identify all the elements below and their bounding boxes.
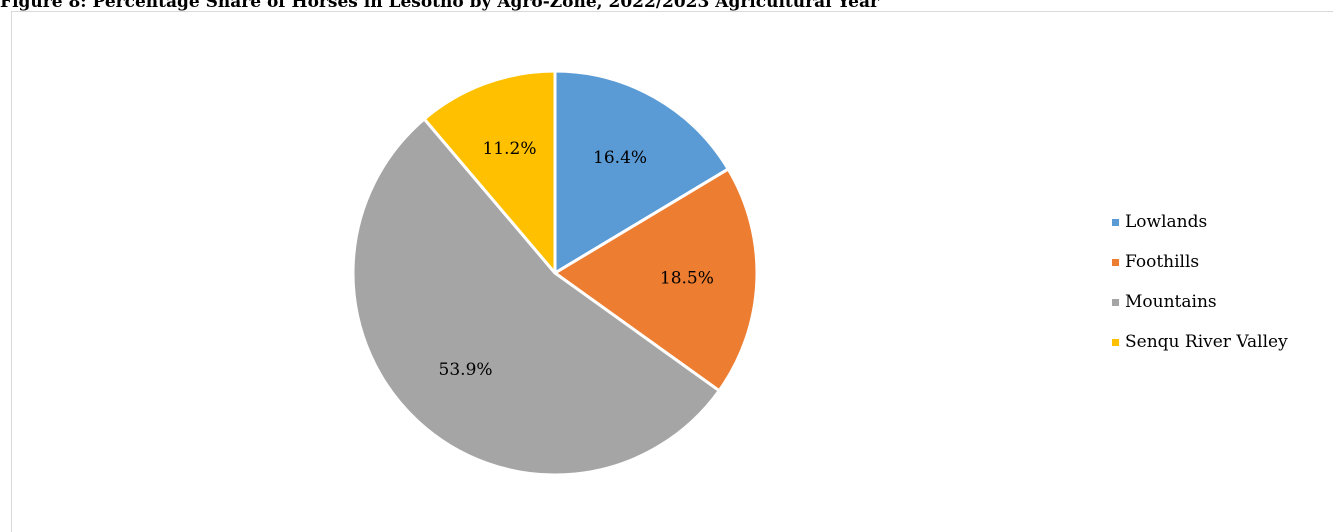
data-label-foothills: 18.5% [660,268,714,288]
legend-label-lowlands: Lowlands [1125,212,1208,232]
figure-title: Figure 8: Percentage Share of Horses in … [0,0,879,12]
legend-item-lowlands: Lowlands [1112,202,1288,242]
data-label-mountains: 53.9% [439,360,493,380]
legend-label-senqu-river-valley: Senqu River Valley [1125,332,1288,352]
legend-label-mountains: Mountains [1125,292,1217,312]
data-label-lowlands: 16.4% [593,148,647,168]
legend-swatch-foothills [1112,258,1119,266]
legend-item-mountains: Mountains [1112,282,1288,322]
legend-swatch-senqu-river-valley [1112,338,1119,346]
chart-frame [11,11,1333,532]
pie-slice-foothills [553,167,759,393]
legend: Lowlands Foothills Mountains Senqu River Va… [1112,202,1288,362]
legend-swatch-mountains [1112,298,1119,306]
legend-item-foothills: Foothills [1112,242,1288,282]
pie-slice-mountains [351,117,721,477]
legend-item-senqu-river-valley: Senqu River Valley [1112,322,1288,362]
legend-swatch-lowlands [1112,218,1119,226]
pie-slice-lowlands [553,69,730,275]
data-label-senqu-river-valley: 11.2% [482,139,536,159]
legend-label-foothills: Foothills [1125,252,1200,272]
pie-slice-senqu-river-valley [422,69,557,275]
